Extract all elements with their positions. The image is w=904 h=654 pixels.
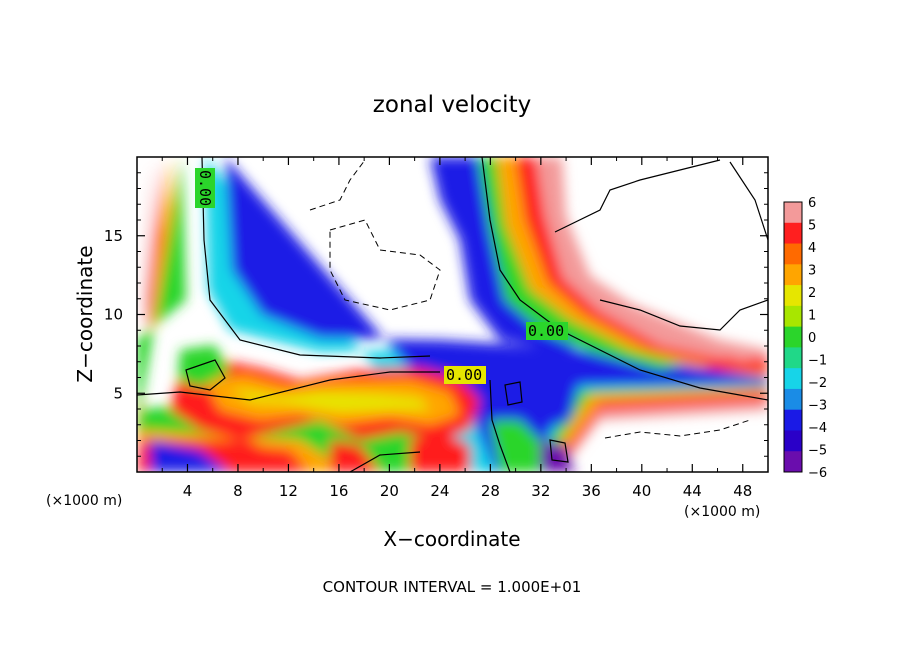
y-tick-label: 10 xyxy=(104,306,123,324)
contour-lines-dashed xyxy=(309,159,751,439)
y-tick-label: 15 xyxy=(104,227,123,245)
x-tick-label: 40 xyxy=(632,482,651,500)
colorbar-swatch xyxy=(784,347,802,369)
colorbar-swatch xyxy=(784,368,802,390)
colorbar-tick-label: −2 xyxy=(808,376,827,391)
plot-area xyxy=(137,157,768,472)
x-tick-label: 16 xyxy=(329,482,348,500)
colorbar-swatch xyxy=(784,305,802,328)
x-unit-label-left: (×1000 m) xyxy=(46,493,122,509)
colorbar-swatch xyxy=(784,326,802,348)
colorbar-swatch xyxy=(784,409,802,431)
x-tick-label: 4 xyxy=(183,482,193,500)
colorbar-frame xyxy=(783,201,803,473)
contour-label-center: 0.00 xyxy=(446,366,482,384)
colorbar-tick-label: 2 xyxy=(808,286,816,301)
x-unit-label-right: (×1000 m) xyxy=(684,504,760,520)
x-tick-label: 12 xyxy=(279,482,298,500)
colorbar-swatch xyxy=(784,243,802,265)
colorbar-tick-label: 1 xyxy=(808,309,816,324)
colorbar-tick-label: −6 xyxy=(808,466,827,481)
colorbar-tick-label: 4 xyxy=(808,241,816,256)
colorbar-swatch xyxy=(784,202,802,224)
colorbar-tick-label: −5 xyxy=(808,444,827,459)
x-tick-label: 24 xyxy=(430,482,449,500)
x-tick-label: 28 xyxy=(481,482,500,500)
x-tick-label: 8 xyxy=(233,482,243,500)
colorbar-swatch xyxy=(784,264,802,286)
y-axis: 5 10 15 xyxy=(104,172,768,457)
x-axis: 4 8 12 16 20 24 28 32 36 40 44 48 xyxy=(161,157,752,500)
x-tick-label: 20 xyxy=(380,482,399,500)
x-tick-label: 32 xyxy=(531,482,550,500)
velocity-field xyxy=(137,157,768,472)
contour-label-right: 0.00 xyxy=(528,322,564,340)
x-tick-label: 36 xyxy=(582,482,601,500)
contour-interval-note: CONTOUR INTERVAL = 1.000E+01 xyxy=(323,578,582,596)
colorbar-swatch xyxy=(784,285,802,307)
colorbar: 6 5 4 3 2 1 0 −1 −2 −3 −4 −5 −6 xyxy=(783,196,827,481)
contour-label-group: 0.00 0.00 0.00 xyxy=(195,168,568,384)
x-tick-label: 48 xyxy=(733,482,752,500)
y-axis-label: Z−coordinate xyxy=(73,245,97,382)
x-axis-label: X−coordinate xyxy=(383,527,520,551)
colorbar-tick-label: −1 xyxy=(808,354,827,369)
colorbar-swatch xyxy=(784,222,802,245)
colorbar-swatch xyxy=(784,388,802,411)
colorbar-tick-label: −3 xyxy=(808,399,827,414)
contour-label-left: 0.00 xyxy=(196,170,214,206)
colorbar-tick-label: 0 xyxy=(808,331,816,346)
x-tick-label: 44 xyxy=(683,482,702,500)
colorbar-swatch xyxy=(784,451,802,473)
colorbar-tick-label: 5 xyxy=(808,219,816,234)
colorbar-tick-label: 6 xyxy=(808,196,816,211)
colorbar-swatch xyxy=(784,430,802,452)
chart-title: zonal velocity xyxy=(373,92,531,118)
y-tick-label: 5 xyxy=(113,384,123,402)
colorbar-tick-label: −4 xyxy=(808,421,827,436)
colorbar-tick-label: 3 xyxy=(808,264,816,279)
